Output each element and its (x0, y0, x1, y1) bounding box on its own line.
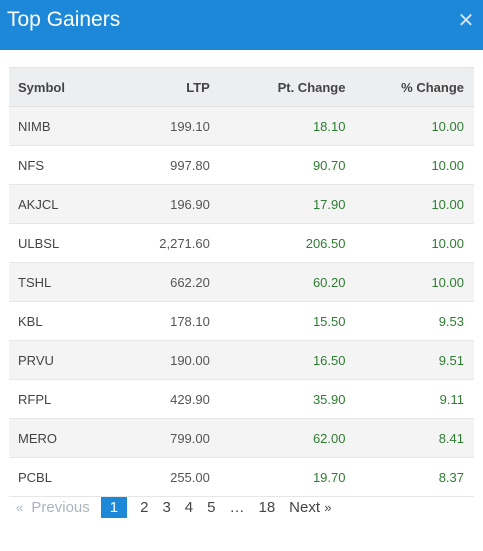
cell-pct-change: 8.37 (345, 457, 474, 497)
header-pt-change[interactable]: Pt. Change (209, 67, 346, 107)
table-row[interactable]: MERO 799.00 62.00 8.41 (9, 418, 474, 458)
cell-pct-change: 10.00 (345, 223, 474, 263)
page-1[interactable]: 1 (100, 496, 128, 518)
cell-ltp: 178.10 (121, 301, 210, 341)
cell-pct-change: 9.11 (345, 379, 474, 419)
table-row[interactable]: NFS 997.80 90.70 10.00 (9, 145, 474, 185)
cell-pct-change: 8.41 (345, 418, 474, 458)
cell-symbol: MERO (9, 418, 122, 458)
cell-pct-change: 10.00 (345, 184, 474, 224)
table-row[interactable]: AKJCL 196.90 17.90 10.00 (9, 184, 474, 224)
cell-ltp: 196.90 (121, 184, 210, 224)
cell-ltp: 199.10 (121, 106, 210, 146)
page-2[interactable]: 2 (140, 498, 149, 516)
header-symbol[interactable]: Symbol (9, 67, 122, 107)
page-3[interactable]: 3 (162, 498, 171, 516)
cell-symbol: NFS (9, 145, 122, 185)
cell-ltp: 255.00 (121, 457, 210, 497)
page-5[interactable]: 5 (207, 498, 216, 516)
modal-title: Top Gainers (7, 8, 121, 31)
pagination-previous[interactable]: « Previous (9, 497, 97, 518)
cell-pct-change: 10.00 (345, 145, 474, 185)
next-arrow-icon: » (324, 499, 332, 515)
cell-symbol: PCBL (9, 457, 122, 497)
cell-symbol: AKJCL (9, 184, 122, 224)
cell-pct-change: 9.53 (345, 301, 474, 341)
cell-pt-change: 90.70 (209, 145, 346, 185)
cell-pct-change: 10.00 (345, 262, 474, 302)
cell-symbol: PRVU (9, 340, 122, 380)
cell-pct-change: 9.51 (345, 340, 474, 380)
cell-ltp: 799.00 (121, 418, 210, 458)
cell-pt-change: 15.50 (209, 301, 346, 341)
table-row[interactable]: NIMB 199.10 18.10 10.00 (9, 106, 474, 146)
cell-symbol: TSHL (9, 262, 122, 302)
cell-ltp: 190.00 (121, 340, 210, 380)
header-pct-change[interactable]: % Change (345, 67, 474, 107)
pagination-ellipsis: … (229, 498, 245, 516)
prev-arrow-icon: « (16, 499, 24, 515)
cell-ltp: 662.20 (121, 262, 210, 302)
cell-pt-change: 19.70 (209, 457, 346, 497)
table-row[interactable]: TSHL 662.20 60.20 10.00 (9, 262, 474, 302)
cell-symbol: KBL (9, 301, 122, 341)
next-label: Next (289, 498, 321, 516)
cell-ltp: 2,271.60 (121, 223, 210, 263)
previous-label: Previous (31, 498, 90, 516)
page-4[interactable]: 4 (184, 498, 194, 516)
page-18[interactable]: 18 (258, 498, 276, 516)
cell-pt-change: 35.90 (209, 379, 346, 419)
cell-pct-change: 10.00 (345, 106, 474, 146)
cell-ltp: 997.80 (121, 145, 210, 185)
top-gainers-table-container: Symbol LTP Pt. Change % Change NIMB 199.1… (9, 67, 474, 497)
table-row[interactable]: PCBL 255.00 19.70 8.37 (9, 457, 474, 497)
top-gainers-table: Symbol LTP Pt. Change % Change NIMB 199.1… (9, 67, 474, 497)
cell-pt-change: 206.50 (209, 223, 346, 263)
close-icon[interactable]: ✕ (457, 10, 475, 32)
table-row[interactable]: RFPL 429.90 35.90 9.11 (9, 379, 474, 419)
pagination-next[interactable]: Next » (282, 497, 342, 518)
cell-pt-change: 18.10 (209, 106, 346, 146)
cell-symbol: RFPL (9, 379, 122, 419)
pagination: « Previous 1 2 3 4 5 … 18 Next » (9, 496, 342, 518)
cell-pt-change: 60.20 (209, 262, 346, 302)
table-header-row: Symbol LTP Pt. Change % Change (9, 67, 474, 107)
cell-symbol: ULBSL (9, 223, 122, 263)
cell-ltp: 429.90 (121, 379, 210, 419)
modal-header: Top Gainers ✕ (0, 0, 483, 50)
table-row[interactable]: ULBSL 2,271.60 206.50 10.00 (9, 223, 474, 263)
cell-symbol: NIMB (9, 106, 122, 146)
table-row[interactable]: KBL 178.10 15.50 9.53 (9, 301, 474, 341)
cell-pt-change: 16.50 (209, 340, 346, 380)
cell-pt-change: 62.00 (209, 418, 346, 458)
table-row[interactable]: PRVU 190.00 16.50 9.51 (9, 340, 474, 380)
header-ltp[interactable]: LTP (121, 67, 210, 107)
cell-pt-change: 17.90 (209, 184, 346, 224)
